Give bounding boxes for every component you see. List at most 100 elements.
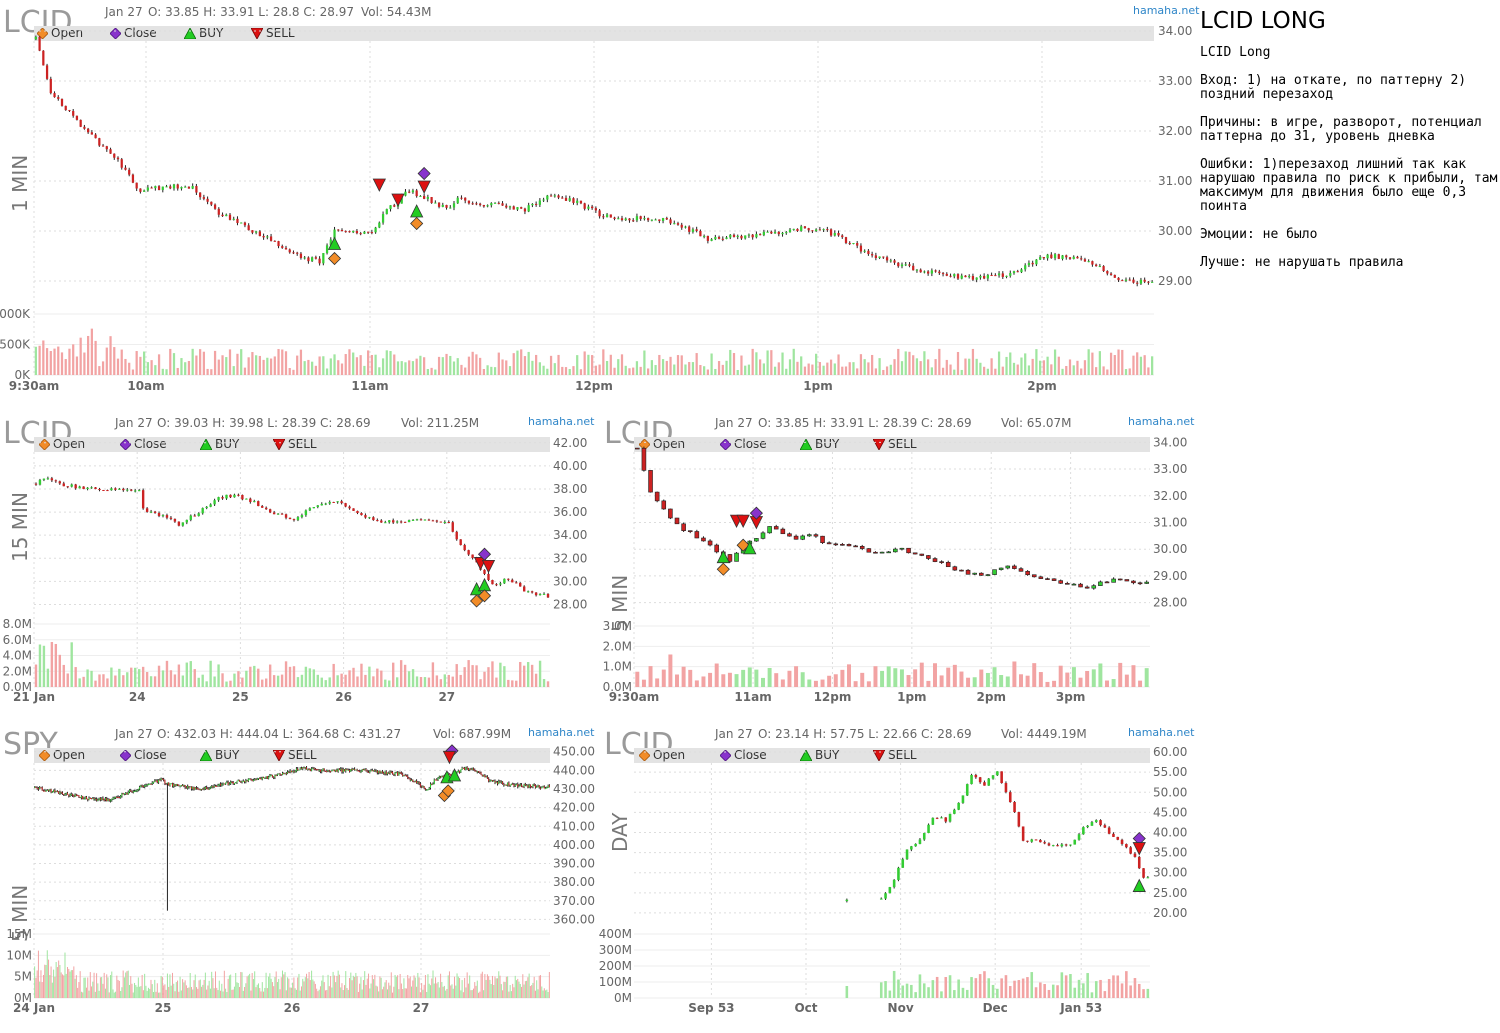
volume-bar bbox=[245, 670, 248, 687]
chart3-source-link[interactable]: hamaha.net bbox=[1128, 415, 1195, 428]
candle bbox=[356, 768, 358, 772]
chart2-source-link[interactable]: hamaha.net bbox=[528, 415, 595, 428]
volume-bar bbox=[536, 980, 538, 998]
volume-bar bbox=[456, 973, 458, 998]
candle bbox=[1116, 836, 1120, 841]
vol-tick-label: 2.0M bbox=[3, 664, 32, 678]
volume-bar bbox=[529, 986, 531, 998]
sell-triangle-icon bbox=[872, 438, 886, 451]
volume-bar bbox=[42, 974, 44, 998]
candle bbox=[348, 230, 351, 233]
volume-bar bbox=[228, 975, 230, 998]
volume-bar bbox=[193, 669, 196, 687]
candle bbox=[435, 779, 437, 781]
volume-bar bbox=[54, 643, 58, 687]
volume-bar bbox=[302, 978, 304, 998]
candle bbox=[509, 784, 511, 788]
candle bbox=[395, 771, 397, 774]
volume-bar bbox=[319, 986, 321, 998]
chart5-source-link[interactable]: hamaha.net bbox=[1128, 726, 1195, 739]
volume-bar bbox=[953, 369, 956, 375]
candle bbox=[526, 784, 528, 787]
candle bbox=[1144, 580, 1149, 584]
candle bbox=[106, 796, 108, 802]
close-marker bbox=[749, 506, 763, 520]
volume-bar bbox=[1035, 349, 1038, 375]
candle bbox=[283, 772, 285, 775]
candle bbox=[431, 783, 433, 786]
candle bbox=[422, 785, 424, 788]
candle bbox=[390, 770, 392, 774]
candle bbox=[493, 779, 495, 782]
volume-bar bbox=[1131, 665, 1136, 687]
volume-bar bbox=[120, 349, 123, 375]
candle bbox=[336, 768, 338, 772]
candle bbox=[941, 272, 945, 277]
candle bbox=[165, 184, 168, 188]
candle bbox=[260, 776, 262, 780]
volume-bar bbox=[185, 662, 189, 687]
volume-bar bbox=[336, 975, 338, 998]
volume-bar bbox=[754, 669, 759, 687]
open-marker bbox=[410, 216, 424, 231]
volume-bar bbox=[507, 679, 510, 687]
candle bbox=[1078, 582, 1083, 588]
volume-bar bbox=[938, 348, 941, 375]
candle bbox=[403, 521, 407, 523]
volume-bar bbox=[483, 671, 486, 687]
volume-bar bbox=[906, 675, 911, 687]
volume-bar bbox=[308, 971, 310, 998]
volume-bar bbox=[414, 977, 416, 998]
volume-bar bbox=[979, 362, 982, 375]
volume-bar bbox=[455, 985, 457, 998]
volume-bar bbox=[546, 989, 548, 998]
volume-bar bbox=[39, 981, 41, 998]
candle bbox=[359, 232, 362, 236]
volume-bar bbox=[177, 664, 181, 687]
candle bbox=[1132, 277, 1135, 284]
chart4-source-link[interactable]: hamaha.net bbox=[528, 726, 595, 739]
volume-bar bbox=[972, 677, 977, 687]
chart1-header-date: Jan 27 bbox=[105, 5, 143, 19]
volume-bar bbox=[297, 977, 299, 998]
volume-bar bbox=[490, 984, 492, 998]
candle bbox=[927, 270, 930, 276]
volume-bar bbox=[732, 353, 736, 375]
candle bbox=[413, 780, 415, 783]
buy-marker bbox=[1132, 878, 1146, 892]
volume-bar bbox=[443, 674, 447, 687]
volume-bar bbox=[542, 990, 544, 998]
candle bbox=[1136, 280, 1139, 287]
volume-bar bbox=[190, 986, 192, 998]
candle bbox=[641, 446, 647, 472]
candle bbox=[290, 770, 292, 773]
candle bbox=[957, 802, 960, 811]
candle bbox=[35, 786, 37, 788]
candle bbox=[254, 778, 256, 781]
volume-bar bbox=[381, 358, 385, 375]
volume-bar bbox=[459, 674, 462, 687]
candle bbox=[542, 592, 546, 595]
volume-bar bbox=[203, 979, 205, 998]
volume-bar bbox=[515, 680, 518, 687]
volume-bar bbox=[252, 979, 254, 998]
volume-bar bbox=[188, 987, 190, 998]
volume-bar bbox=[871, 354, 874, 375]
volume-bar bbox=[107, 977, 109, 998]
volume-bar bbox=[1071, 667, 1076, 687]
volume-bar bbox=[134, 667, 137, 687]
candle bbox=[92, 797, 94, 800]
candle bbox=[82, 486, 85, 490]
volume-bar bbox=[1052, 680, 1057, 687]
chart1-source-link[interactable]: hamaha.net bbox=[1133, 4, 1200, 17]
volume-bar bbox=[1039, 982, 1042, 998]
candle bbox=[328, 769, 330, 773]
buy-marker bbox=[447, 768, 462, 782]
volume-bar bbox=[362, 980, 364, 998]
volume-bar bbox=[38, 644, 42, 687]
volume-bar bbox=[157, 665, 161, 687]
volume-bar bbox=[275, 971, 277, 998]
candle bbox=[447, 520, 450, 524]
candle bbox=[487, 572, 490, 582]
candle bbox=[72, 108, 75, 118]
